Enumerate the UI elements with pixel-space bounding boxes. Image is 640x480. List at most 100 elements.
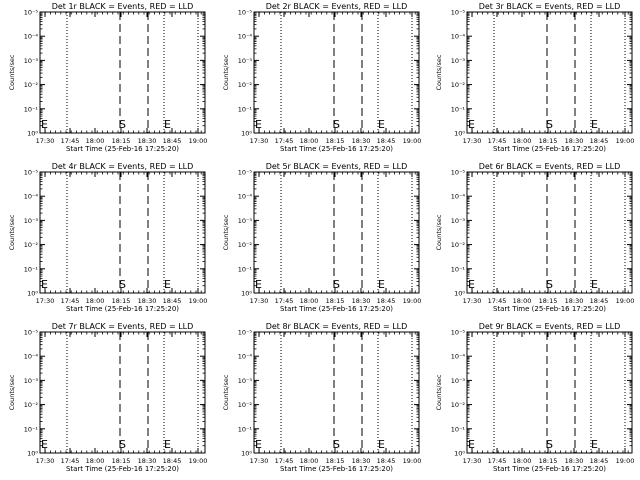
y-tick-label: 10⁻³ xyxy=(24,57,39,65)
x-axis-label: Start Time (25-Feb-16 17:25:20) xyxy=(66,145,179,153)
y-tick-label: 10⁻⁵ xyxy=(238,329,253,337)
detector-plot: Det 1r BLACK = Events, RED = LLD Counts/s… xyxy=(8,2,207,153)
y-tick-label: 10⁻³ xyxy=(238,57,253,65)
start-marker: S xyxy=(546,278,553,291)
y-tick-label: 10⁻⁵ xyxy=(238,9,253,17)
plot-frame xyxy=(466,331,633,454)
y-tick-label: 10⁻⁵ xyxy=(24,9,39,17)
x-tick-label: 17:30 xyxy=(463,457,482,465)
end-marker: E xyxy=(164,438,171,451)
x-tick-label: 18:15 xyxy=(112,457,131,465)
end-marker: E xyxy=(591,118,598,131)
x-tick-label: 18:45 xyxy=(163,137,182,145)
y-axis-label: Counts/sec xyxy=(435,54,443,90)
y-tick-label: 10⁰ xyxy=(454,450,465,458)
start-marker: S xyxy=(546,118,553,131)
end-marker-left: E xyxy=(41,278,48,291)
y-tick-label: 10⁻² xyxy=(238,241,253,249)
x-tick-label: 19:00 xyxy=(616,297,635,305)
detector-plot: Det 9r BLACK = Events, RED = LLD Counts/s… xyxy=(435,322,634,473)
plot-frame xyxy=(253,331,420,454)
x-tick-label: 18:30 xyxy=(138,457,157,465)
x-tick-label: 19:00 xyxy=(616,137,635,145)
x-tick-label: 18:00 xyxy=(513,297,532,305)
plot-title: Det 1r BLACK = Events, RED = LLD xyxy=(52,2,194,11)
y-tick-label: 10⁰ xyxy=(241,130,252,138)
x-axis-label: Start Time (25-Feb-16 17:25:20) xyxy=(280,145,393,153)
x-tick-label: 18:00 xyxy=(86,297,105,305)
end-marker-left: E xyxy=(468,118,475,131)
end-marker: E xyxy=(164,118,171,131)
x-tick-label: 18:15 xyxy=(326,297,345,305)
x-tick-label: 18:00 xyxy=(86,457,105,465)
end-marker-left: E xyxy=(255,118,262,131)
x-tick-label: 17:30 xyxy=(250,297,269,305)
x-tick-label: 19:00 xyxy=(616,457,635,465)
x-tick-label: 17:30 xyxy=(463,297,482,305)
y-tick-label: 10⁻⁴ xyxy=(451,193,466,201)
x-tick-label: 18:30 xyxy=(138,297,157,305)
plot-frame xyxy=(39,171,206,294)
x-tick-label: 18:15 xyxy=(112,137,131,145)
x-tick-label: 17:45 xyxy=(488,457,507,465)
plot-frame xyxy=(39,11,206,134)
x-tick-label: 17:45 xyxy=(61,137,80,145)
end-marker: E xyxy=(378,278,385,291)
x-tick-label: 18:00 xyxy=(300,137,319,145)
x-axis-label: Start Time (25-Feb-16 17:25:20) xyxy=(66,305,179,313)
end-marker-left: E xyxy=(41,118,48,131)
x-tick-label: 17:45 xyxy=(488,137,507,145)
y-tick-label: 10⁻² xyxy=(238,401,253,409)
x-axis-label: Start Time (25-Feb-16 17:25:20) xyxy=(493,465,606,473)
plot-title: Det 8r BLACK = Events, RED = LLD xyxy=(266,322,408,331)
plot-title: Det 5r BLACK = Events, RED = LLD xyxy=(266,162,408,171)
end-marker: E xyxy=(378,118,385,131)
x-tick-label: 18:00 xyxy=(513,137,532,145)
x-tick-label: 19:00 xyxy=(403,137,422,145)
x-tick-label: 18:45 xyxy=(163,457,182,465)
x-tick-label: 18:30 xyxy=(138,137,157,145)
plot-title: Det 4r BLACK = Events, RED = LLD xyxy=(52,162,194,171)
y-tick-label: 10⁻¹ xyxy=(451,425,466,433)
end-marker: E xyxy=(591,278,598,291)
x-tick-label: 17:45 xyxy=(488,297,507,305)
y-tick-label: 10⁰ xyxy=(241,290,252,298)
plot-frame xyxy=(39,331,206,454)
x-tick-label: 18:30 xyxy=(565,457,584,465)
y-tick-label: 10⁻¹ xyxy=(24,105,39,113)
y-axis-label: Counts/sec xyxy=(222,54,230,90)
start-marker: S xyxy=(333,438,340,451)
x-tick-label: 18:45 xyxy=(377,457,396,465)
y-tick-label: 10⁻³ xyxy=(451,217,466,225)
plot-title: Det 2r BLACK = Events, RED = LLD xyxy=(266,2,408,11)
y-tick-label: 10⁻³ xyxy=(238,377,253,385)
y-tick-label: 10⁰ xyxy=(27,450,38,458)
y-tick-label: 10⁰ xyxy=(27,290,38,298)
end-marker-left: E xyxy=(468,438,475,451)
x-tick-label: 19:00 xyxy=(403,457,422,465)
y-tick-label: 10⁻² xyxy=(238,81,253,89)
detector-plot: Det 4r BLACK = Events, RED = LLD Counts/s… xyxy=(8,162,207,313)
start-marker: S xyxy=(546,438,553,451)
x-tick-label: 18:15 xyxy=(326,137,345,145)
x-tick-label: 17:45 xyxy=(275,457,294,465)
end-marker-left: E xyxy=(41,438,48,451)
x-tick-label: 18:15 xyxy=(326,457,345,465)
y-tick-label: 10⁻¹ xyxy=(24,425,39,433)
x-tick-label: 18:00 xyxy=(86,137,105,145)
y-tick-label: 10⁻⁴ xyxy=(238,193,253,201)
x-tick-label: 19:00 xyxy=(189,457,208,465)
y-tick-label: 10⁰ xyxy=(454,290,465,298)
y-tick-label: 10⁻⁴ xyxy=(24,193,39,201)
y-tick-label: 10⁻⁴ xyxy=(451,353,466,361)
end-marker: E xyxy=(591,438,598,451)
y-tick-label: 10⁻³ xyxy=(238,217,253,225)
y-tick-label: 10⁻³ xyxy=(451,377,466,385)
x-tick-label: 18:00 xyxy=(300,457,319,465)
y-axis-label: Counts/sec xyxy=(435,374,443,410)
y-tick-label: 10⁻¹ xyxy=(238,105,253,113)
y-tick-label: 10⁻⁵ xyxy=(451,169,466,177)
y-tick-label: 10⁻⁴ xyxy=(238,353,253,361)
end-marker-left: E xyxy=(255,278,262,291)
